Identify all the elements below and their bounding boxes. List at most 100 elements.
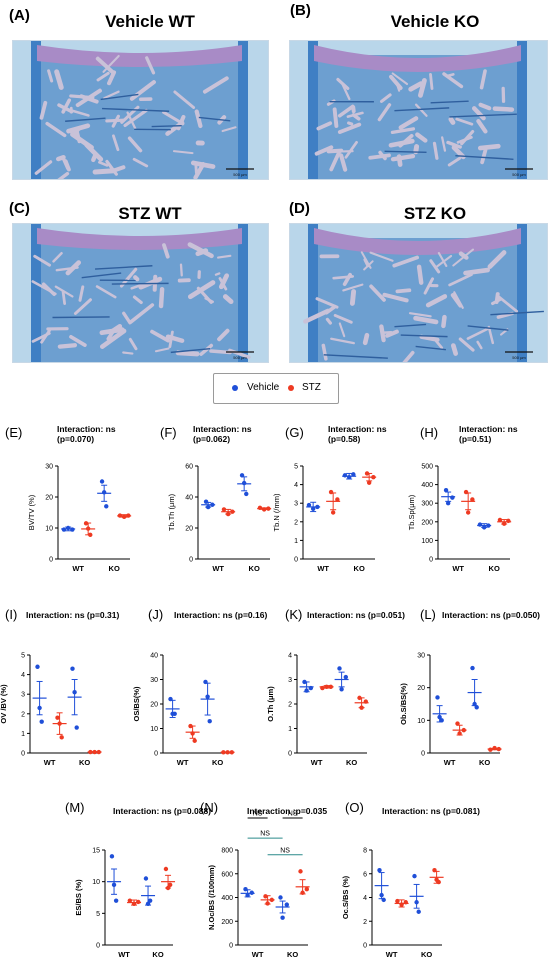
y-axis-label: Oc.S/BS (%): [341, 875, 350, 919]
histology-drawing: 500 µm: [290, 224, 547, 362]
interaction-line: Interaction: ns (p=0.081): [382, 806, 481, 816]
y-tick-label: 2: [21, 711, 25, 718]
y-tick-label: 0: [96, 943, 100, 950]
interaction-label: Interaction: ns (p=0.070): [57, 424, 116, 444]
stz-point: [229, 750, 234, 755]
stz-point: [330, 510, 336, 515]
stz-point: [163, 866, 169, 872]
y-tick-label: 200: [421, 519, 433, 526]
vehicle-point: [337, 666, 342, 671]
y-axis-label: OV /BV (%): [0, 684, 8, 724]
vehicle-point: [377, 867, 382, 873]
stz-point: [457, 731, 462, 736]
stz-point: [131, 901, 137, 907]
chart-letter: (O): [345, 800, 364, 815]
y-tick-label: 0: [294, 557, 298, 564]
y-tick-label: 0: [49, 557, 53, 564]
x-tick-label: KO: [421, 950, 432, 959]
scale-bar-label: 500 µm: [512, 172, 526, 177]
y-axis-label: OS/BS(%): [132, 686, 141, 722]
vehicle-point: [203, 499, 209, 504]
interaction-line: Interaction: ns: [459, 424, 518, 434]
y-tick-label: 4: [294, 482, 298, 489]
stz-point: [88, 532, 93, 538]
y-axis-label: Ob.S/BS(%): [399, 683, 408, 725]
image-panel-c: (C) STZ WT 500 µm: [0, 190, 275, 370]
panel-letter: (A): [9, 7, 30, 24]
stz-point: [371, 474, 376, 480]
vehicle-point: [70, 666, 75, 671]
y-tick-label: 20: [45, 495, 53, 502]
vehicle-point: [109, 854, 115, 859]
y-tick-label: 4: [21, 672, 25, 679]
y-tick-label: 5: [96, 911, 100, 918]
stz-point: [488, 747, 493, 752]
y-tick-label: 40: [150, 653, 158, 660]
chart-letter: (E): [5, 425, 23, 440]
image-panel-d: (D) STZ KO 500 µm: [275, 190, 550, 370]
x-tick-label: WT: [118, 950, 130, 959]
stz-point: [434, 877, 439, 882]
vehicle-point: [168, 696, 173, 702]
y-tick-label: 10: [45, 526, 53, 533]
stz-point: [324, 684, 329, 690]
interaction-line: (p=0.070): [57, 434, 95, 444]
x-tick-label: WT: [252, 950, 264, 959]
x-tick-label: WT: [386, 950, 398, 959]
interaction-label: Interaction: ns (p=0.050): [442, 610, 540, 620]
y-tick-label: 300: [421, 501, 433, 508]
vehicle-point: [145, 901, 151, 907]
image-panel-a: (A) Vehicle WT 500 µm: [0, 0, 275, 185]
x-tick-label: WT: [311, 758, 323, 767]
y-tick-label: 4: [363, 895, 367, 902]
x-tick-label: WT: [177, 758, 189, 767]
vehicle-point: [302, 679, 307, 685]
chart-letter: (J): [148, 607, 164, 622]
vehicle-point: [308, 685, 313, 691]
x-tick-label: KO: [152, 950, 163, 959]
y-tick-label: 100: [421, 538, 433, 545]
vehicle-point: [147, 898, 153, 903]
vehicle-point: [243, 886, 248, 892]
interaction-label: Interaction: ns (p=0.062): [193, 424, 252, 444]
y-tick-label: 5: [294, 464, 298, 471]
y-axis-label: Tb.Sp(μm): [407, 494, 416, 530]
vehicle-point: [339, 687, 344, 692]
vehicle-point: [280, 915, 285, 920]
stz-point: [470, 497, 475, 502]
x-tick-label: WT: [212, 564, 224, 573]
y-tick-label: 2: [288, 702, 292, 709]
y-tick-label: 15: [92, 848, 100, 855]
vehicle-point: [70, 527, 75, 532]
stz-point: [225, 750, 230, 755]
vehicle-point: [474, 705, 479, 710]
y-tick-label: 0: [189, 557, 193, 564]
y-tick-label: 2: [294, 519, 298, 526]
stz-point: [463, 489, 469, 495]
histology-image: 500 µm: [12, 223, 269, 363]
stz-point: [436, 879, 441, 885]
vehicle-point: [310, 506, 316, 511]
vehicle-point: [207, 718, 212, 724]
scale-bar-label: 500 µm: [512, 355, 526, 360]
stz-point: [126, 513, 131, 518]
vehicle-point: [315, 504, 320, 510]
vehicle-point: [306, 502, 312, 508]
vehicle-point: [111, 882, 117, 888]
y-tick-label: 0: [429, 557, 433, 564]
y-tick-label: 30: [45, 464, 53, 471]
y-tick-label: 500: [421, 464, 433, 471]
vehicle-point: [304, 688, 309, 693]
stz-point: [359, 705, 364, 710]
vehicle-point: [35, 664, 40, 669]
x-tick-label: KO: [287, 950, 298, 959]
vehicle-point: [244, 491, 249, 497]
stz-point: [92, 749, 97, 755]
stz-point: [266, 506, 271, 511]
stz-point: [304, 886, 309, 892]
interaction-line: (p=0.062): [193, 434, 231, 444]
y-tick-label: 60: [185, 464, 193, 471]
vehicle-point: [99, 479, 105, 484]
vehicle-point: [284, 902, 289, 907]
interaction-line: Interaction: ns: [193, 424, 252, 434]
